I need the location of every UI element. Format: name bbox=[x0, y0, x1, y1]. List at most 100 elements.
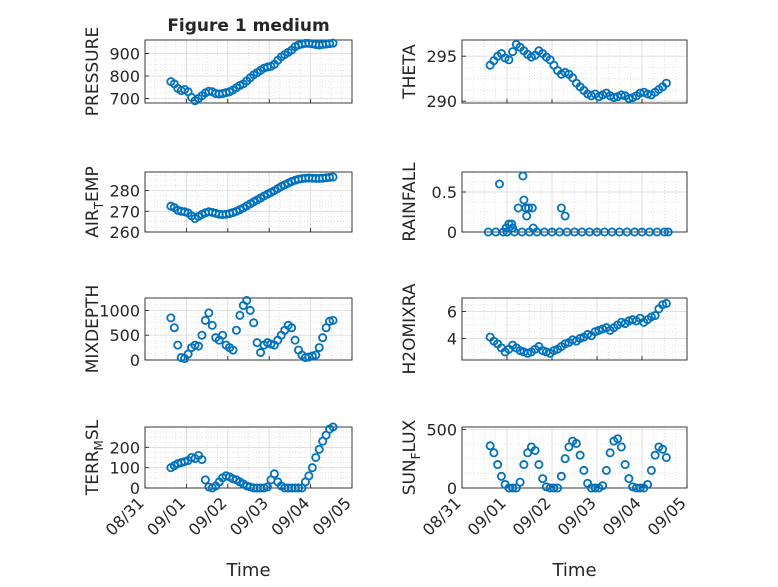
y-tick-label: 270 bbox=[109, 202, 140, 221]
data-point bbox=[527, 203, 537, 213]
series-markers bbox=[485, 40, 671, 104]
data-point bbox=[646, 465, 656, 475]
data-point bbox=[496, 471, 506, 481]
y-tick-label: 4 bbox=[447, 329, 457, 348]
y-axis-label: PRESSURE bbox=[83, 27, 103, 116]
y-axis-label: RAINFALL bbox=[400, 162, 420, 242]
data-point bbox=[485, 441, 495, 451]
y-tick-label: 500 bbox=[109, 326, 140, 345]
data-point bbox=[235, 310, 245, 320]
axes-box bbox=[461, 171, 688, 233]
data-point bbox=[661, 78, 671, 88]
y-axis-label: MIXDEPTH bbox=[83, 285, 103, 374]
data-point bbox=[200, 475, 210, 485]
data-point bbox=[325, 39, 335, 49]
data-point bbox=[616, 442, 626, 452]
data-point bbox=[314, 444, 324, 454]
y-tick-label: 0 bbox=[447, 479, 457, 498]
series-markers bbox=[485, 298, 671, 358]
data-point bbox=[598, 481, 608, 491]
y-tick-label: 0.5 bbox=[432, 183, 457, 202]
grid-lines bbox=[461, 40, 688, 103]
data-point bbox=[575, 450, 585, 460]
data-point bbox=[489, 448, 499, 458]
y-tick-label: 290 bbox=[426, 92, 457, 111]
data-point bbox=[314, 343, 324, 353]
subplot-theta: 290 295 THETA bbox=[400, 39, 688, 111]
axes-box bbox=[144, 171, 353, 233]
y-tick-label: 0 bbox=[447, 223, 457, 242]
y-axis-label: SUNFLUX bbox=[400, 419, 423, 495]
data-point bbox=[231, 325, 241, 335]
data-point bbox=[515, 477, 525, 487]
data-point bbox=[661, 298, 671, 308]
data-point bbox=[218, 330, 228, 340]
data-point bbox=[661, 452, 671, 462]
axes-box bbox=[461, 426, 688, 489]
y-tick-label: 295 bbox=[426, 47, 457, 66]
data-point bbox=[228, 345, 238, 355]
data-point bbox=[200, 315, 210, 325]
data-point bbox=[601, 465, 611, 475]
data-point bbox=[624, 94, 634, 104]
data-point bbox=[518, 171, 528, 181]
data-point bbox=[242, 295, 252, 305]
data-point bbox=[504, 55, 514, 65]
data-point bbox=[609, 93, 619, 103]
data-point bbox=[605, 448, 615, 458]
data-point bbox=[590, 483, 600, 493]
subplot-rainfall: 0 0.5 RAINFALL bbox=[400, 162, 688, 242]
data-point bbox=[660, 227, 670, 237]
data-point bbox=[663, 227, 673, 237]
series-markers bbox=[166, 172, 338, 224]
grid-lines bbox=[144, 426, 353, 489]
y-tick-label: 100 bbox=[109, 459, 140, 478]
data-point bbox=[579, 465, 589, 475]
y-tick-label: 200 bbox=[109, 438, 140, 457]
data-point bbox=[556, 471, 566, 481]
data-point bbox=[328, 315, 338, 325]
data-point bbox=[173, 340, 183, 350]
x-axis-label: Time bbox=[551, 560, 596, 581]
data-point bbox=[635, 483, 645, 493]
data-point bbox=[650, 311, 660, 321]
data-point bbox=[508, 223, 518, 233]
data-point bbox=[193, 341, 203, 351]
data-point bbox=[325, 172, 335, 182]
y-tick-label: 1000 bbox=[99, 301, 140, 320]
data-point bbox=[204, 308, 214, 318]
series-markers bbox=[166, 38, 338, 106]
data-point bbox=[650, 450, 660, 460]
data-point bbox=[197, 330, 207, 340]
y-axis-label: H2OMIXRA bbox=[400, 283, 420, 374]
data-point bbox=[508, 47, 518, 57]
y-axis-label: TERRMSL bbox=[83, 419, 106, 496]
data-point bbox=[307, 463, 317, 473]
axes-box bbox=[461, 297, 688, 361]
axes-box bbox=[461, 39, 688, 104]
subplot-pressure: 700 800 900 PRESSURE Figure 1 medium bbox=[83, 16, 353, 116]
y-tick-label: 280 bbox=[109, 182, 140, 201]
data-point bbox=[616, 90, 626, 100]
data-point bbox=[643, 479, 653, 489]
grid-lines bbox=[461, 171, 688, 233]
data-point bbox=[311, 452, 321, 462]
y-tick-label: 500 bbox=[426, 420, 457, 439]
y-axis-label: AIRTEMP bbox=[83, 166, 106, 237]
data-point bbox=[613, 434, 623, 444]
x-axis-label: Time bbox=[225, 560, 270, 581]
data-point bbox=[493, 460, 503, 470]
data-point bbox=[534, 460, 544, 470]
data-point bbox=[560, 211, 570, 221]
data-point bbox=[318, 333, 328, 343]
series-markers bbox=[166, 295, 338, 364]
data-point bbox=[560, 454, 570, 464]
series-markers bbox=[166, 422, 338, 493]
data-point bbox=[624, 474, 634, 484]
data-point bbox=[328, 422, 338, 432]
data-point bbox=[197, 455, 207, 465]
data-point bbox=[524, 203, 534, 213]
